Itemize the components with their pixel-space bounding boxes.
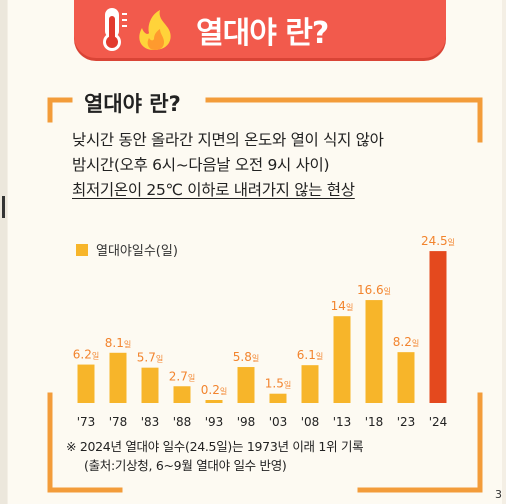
data-label: 2.7일 <box>169 369 195 383</box>
tick-label: '24 <box>429 415 448 429</box>
tick-label: '18 <box>365 415 384 429</box>
banner-title: 열대야 란? <box>196 16 329 51</box>
footnote-source: (출처:기상청, 6~9월 열대야 일수 반영) <box>84 458 287 473</box>
tick-label: '93 <box>205 415 224 429</box>
footnote-line-1: ※ 2024년 열대야 일수(24.5일)는 1973년 이래 1위 기록 <box>66 439 364 454</box>
legend-label: 열대야일수(일) <box>96 244 178 259</box>
tick-label: '73 <box>77 415 96 429</box>
footnote: ※ 2024년 열대야 일수(24.5일)는 1973년 이래 1위 기록 (출… <box>66 437 364 475</box>
bar-73 <box>77 364 95 403</box>
definition-line-3: 최저기온이 25℃ 이하로 내려가지 않는 현상 <box>72 181 355 199</box>
bar-78 <box>109 352 127 403</box>
data-label: 5.8일 <box>233 350 259 364</box>
bar-83 <box>141 367 159 403</box>
tick-label: '88 <box>173 415 192 429</box>
tick-label: '78 <box>109 415 128 429</box>
data-label: 1.5일 <box>265 377 291 391</box>
fire-icon <box>139 10 171 50</box>
tick-label: '08 <box>301 415 320 429</box>
corner-digit: 3 <box>495 488 502 501</box>
data-label: 6.2일 <box>73 348 99 362</box>
data-label: 16.6일 <box>357 283 391 297</box>
data-label: 24.5일 <box>421 234 455 248</box>
data-label: 8.1일 <box>105 336 131 350</box>
left-edge <box>0 0 7 504</box>
tick-label: '13 <box>333 415 352 429</box>
banner-icons <box>103 8 171 51</box>
data-label: 14일 <box>331 299 354 313</box>
thermometer-icon <box>103 8 127 51</box>
section-title: 열대야 란? <box>84 92 181 116</box>
definition-line-1: 낮시간 동안 올라간 지면의 온도와 열이 식지 않아 <box>72 131 384 149</box>
legend-swatch <box>76 243 88 256</box>
data-label: 5.7일 <box>137 351 163 365</box>
bar-13 <box>333 316 351 403</box>
bar-24 <box>429 251 447 403</box>
data-label: 6.1일 <box>297 348 323 362</box>
tick-label: '23 <box>397 415 416 429</box>
bar-88 <box>173 386 191 403</box>
bar-93 <box>205 400 223 403</box>
bar-18 <box>365 300 383 403</box>
title-banner: 열대야 란? <box>74 0 446 58</box>
scroll-marker <box>2 196 5 218</box>
bar-03 <box>269 393 287 403</box>
data-label: 8.2일 <box>393 335 419 349</box>
chart-legend: 열대야일수(일) <box>76 240 178 259</box>
tick-label: '98 <box>237 415 256 429</box>
bar-98 <box>237 367 255 403</box>
tick-label: '03 <box>269 415 288 429</box>
data-label: 0.2일 <box>201 383 227 397</box>
bar-08 <box>301 365 319 403</box>
bar-23 <box>397 352 415 403</box>
definition-line-2: 밤시간(오후 6시~다음날 오전 9시 사이) <box>72 156 330 174</box>
tick-label: '83 <box>141 415 160 429</box>
definition-text: 낮시간 동안 올라간 지면의 온도와 열이 식지 않아 밤시간(오후 6시~다음… <box>72 128 452 203</box>
